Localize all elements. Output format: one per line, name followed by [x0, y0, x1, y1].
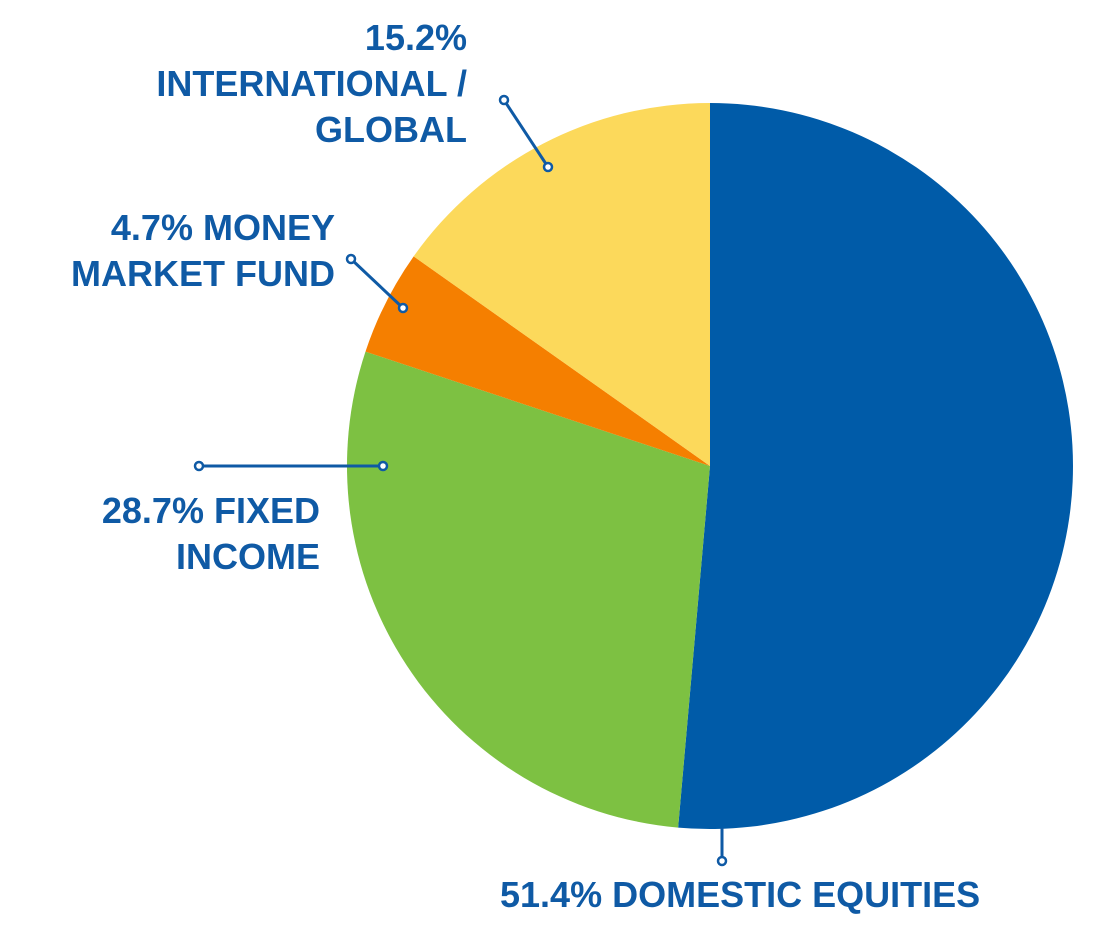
leader-dot	[193, 460, 205, 472]
leader-dot	[498, 94, 510, 106]
pie-slice	[347, 351, 710, 828]
pie-slice	[678, 103, 1073, 829]
leader-dot	[377, 460, 389, 472]
slice-label: 28.7% FIXED INCOME	[40, 488, 320, 580]
category-label: MONEY MARKET FUND	[71, 207, 335, 294]
value-label: 4.7%	[110, 207, 193, 248]
category-label: DOMESTIC EQUITIES	[612, 874, 981, 915]
leader-dot	[345, 253, 357, 265]
category-label: FIXED INCOME	[176, 490, 320, 577]
value-label: 28.7%	[101, 490, 204, 531]
slices	[347, 103, 1073, 829]
value-label: 51.4%	[500, 874, 603, 915]
slice-label: 51.4% DOMESTIC EQUITIES	[500, 872, 1060, 918]
category-label: INTERNATIONAL / GLOBAL	[156, 63, 467, 150]
pie-slice	[413, 103, 710, 466]
leader-dot	[716, 855, 728, 867]
leader-lines	[193, 94, 728, 867]
pie-slice	[365, 256, 710, 466]
leader-dot	[397, 302, 409, 314]
leader-line	[502, 99, 550, 168]
leader-line	[349, 257, 405, 310]
leader-dot	[542, 161, 554, 173]
slice-label: 15.2% INTERNATIONAL / GLOBAL	[137, 15, 467, 153]
value-label: 15.2%	[364, 17, 467, 58]
slice-label: 4.7% MONEY MARKET FUND	[45, 205, 335, 297]
